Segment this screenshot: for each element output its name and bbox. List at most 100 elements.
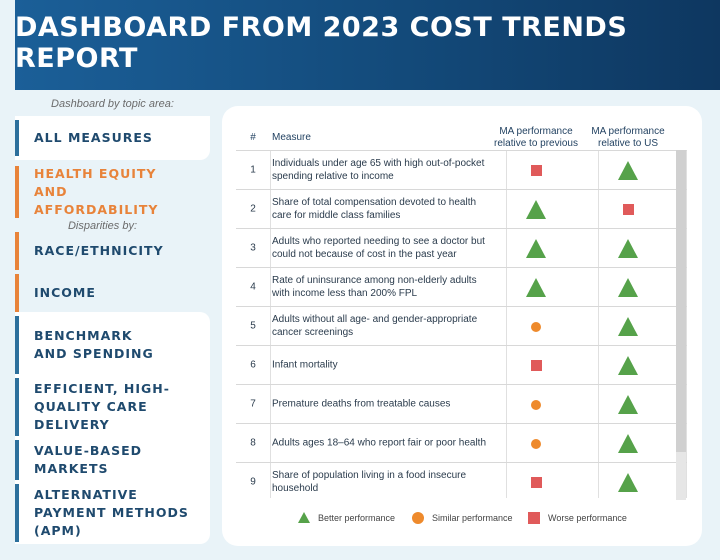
scrollbar-thumb[interactable] — [676, 150, 686, 452]
measure-name: Adults who reported needing to see a doc… — [272, 236, 485, 260]
sidebar-item-race-ethnicity[interactable]: RACE/ETHNICITY — [15, 232, 210, 270]
measure-name: Individuals under age 65 with high out-o… — [272, 158, 485, 182]
perf-vs-previous — [506, 346, 566, 385]
sidebar-item-label: ALL MEASURES — [34, 130, 153, 145]
table-row[interactable]: 5 Adults without all age- and gender-appr… — [236, 306, 687, 345]
sidebar-item-label: HEALTH EQUITY AND AFFORDABILITY — [34, 166, 159, 217]
better-performance-icon — [618, 434, 638, 453]
table-row[interactable]: 2 Share of total compensation devoted to … — [236, 189, 687, 228]
page-header: DASHBOARD FROM 2023 COST TRENDS REPORT — [15, 0, 720, 90]
sidebar-item-label: BENCHMARK AND SPENDING — [34, 328, 154, 361]
legend-item-similar: Similar performance — [412, 512, 513, 524]
sidebar-item-apm[interactable]: ALTERNATIVE PAYMENT METHODS (APM) — [15, 484, 210, 542]
sidebar-item-value-based-markets[interactable]: VALUE-BASED MARKETS — [15, 440, 210, 480]
row-number: 1 — [250, 164, 256, 176]
table-scrollbar[interactable] — [676, 150, 686, 500]
table-row[interactable]: 4 Rate of uninsurance among non-elderly a… — [236, 267, 687, 306]
better-performance-icon — [526, 278, 546, 297]
sidebar-item-benchmark-spending[interactable]: BENCHMARK AND SPENDING — [15, 316, 210, 374]
table-row[interactable]: 7 Premature deaths from treatable causes — [236, 384, 687, 423]
col-header-us-line2: relative to US — [597, 138, 659, 149]
better-performance-icon — [618, 356, 638, 375]
perf-vs-us — [598, 385, 658, 424]
triangle-up-icon — [298, 512, 310, 523]
sidebar-item-all-measures[interactable]: ALL MEASURES — [15, 120, 210, 156]
perf-vs-us — [598, 229, 658, 268]
square-icon — [528, 512, 540, 524]
better-performance-icon — [526, 200, 546, 219]
measure-name: Adults ages 18–64 who report fair or poo… — [272, 437, 487, 449]
measure-name: Infant mortality — [272, 359, 338, 371]
better-performance-icon — [618, 473, 638, 492]
perf-vs-us — [598, 190, 658, 229]
measure-name: Premature deaths from treatable causes — [272, 398, 451, 410]
sidebar-item-efficient-care[interactable]: EFFICIENT, HIGH-QUALITY CARE DELIVERY — [15, 378, 210, 436]
perf-vs-previous — [506, 190, 566, 229]
divider — [270, 150, 271, 498]
perf-vs-us — [598, 151, 658, 190]
table-row[interactable]: 8 Adults ages 18–64 who report fair or po… — [236, 423, 687, 462]
row-number: 6 — [250, 359, 256, 371]
row-number: 8 — [250, 437, 256, 449]
sidebar-item-income[interactable]: INCOME — [15, 274, 210, 312]
sidebar-item-label: EFFICIENT, HIGH-QUALITY CARE DELIVERY — [34, 381, 170, 432]
row-number: 5 — [250, 320, 256, 332]
table-row[interactable]: 6 Infant mortality — [236, 345, 687, 384]
measure-name: Adults without all age- and gender-appro… — [272, 314, 478, 338]
legend-label: Similar performance — [432, 513, 513, 523]
better-performance-icon — [526, 239, 546, 258]
measure-name: Rate of uninsurance among non-elderly ad… — [272, 275, 477, 299]
perf-vs-previous — [506, 151, 566, 190]
worse-performance-icon — [622, 204, 634, 215]
table-header: # Measure MA performance relative to pre… — [222, 120, 702, 154]
perf-vs-us — [598, 307, 658, 346]
legend-label: Worse performance — [548, 513, 627, 523]
table-row[interactable]: 9 Share of population living in a food in… — [236, 462, 687, 498]
row-number: 7 — [250, 398, 256, 410]
similar-performance-icon — [531, 321, 541, 332]
perf-vs-previous — [506, 268, 566, 307]
worse-performance-icon — [530, 165, 542, 176]
col-header-prev-line2: relative to previous — [494, 138, 578, 149]
col-header-measure: Measure — [272, 132, 311, 143]
sidebar-caption: Dashboard by topic area: — [51, 98, 174, 110]
perf-vs-previous — [506, 307, 566, 346]
col-header-us-line1: MA performance — [591, 126, 665, 137]
circle-icon — [412, 512, 424, 524]
sidebar-item-health-equity[interactable]: HEALTH EQUITY AND AFFORDABILITY — [15, 166, 210, 218]
worse-performance-icon — [530, 360, 542, 371]
sidebar-item-label: RACE/ETHNICITY — [34, 243, 164, 258]
similar-performance-icon — [531, 438, 541, 449]
measure-name: Share of population living in a food ins… — [272, 470, 467, 494]
row-number: 2 — [250, 203, 256, 215]
col-header-prev-line1: MA performance — [499, 126, 573, 137]
page-title: DASHBOARD FROM 2023 COST TRENDS REPORT — [15, 12, 628, 74]
legend-label: Better performance — [318, 512, 396, 523]
row-number: 9 — [250, 476, 256, 488]
legend-item-worse: Worse performance — [528, 512, 627, 524]
perf-vs-us — [598, 346, 658, 385]
sidebar-panel — [15, 116, 210, 160]
perf-vs-previous — [506, 463, 566, 498]
divider — [506, 150, 507, 498]
sidebar-item-label: INCOME — [34, 285, 96, 300]
perf-vs-us — [598, 463, 658, 498]
perf-vs-us — [598, 268, 658, 307]
table-row[interactable]: 3 Adults who reported needing to see a do… — [236, 228, 687, 267]
measure-name: Share of total compensation devoted to h… — [272, 197, 477, 221]
sidebar-item-label: VALUE-BASED MARKETS — [34, 443, 143, 476]
better-performance-icon — [618, 317, 638, 336]
topic-sidebar: Dashboard by topic area: ALL MEASURES HE… — [15, 90, 210, 560]
better-performance-icon — [618, 161, 638, 180]
perf-vs-previous — [506, 424, 566, 463]
table-body: 1 Individuals under age 65 with high out-… — [236, 150, 687, 498]
sidebar-item-label: ALTERNATIVE PAYMENT METHODS (APM) — [34, 487, 189, 538]
measures-card: # Measure MA performance relative to pre… — [222, 106, 702, 546]
worse-performance-icon — [530, 477, 542, 488]
legend-item-better: Better performance — [298, 512, 395, 523]
row-number: 4 — [250, 281, 256, 293]
table-row[interactable]: 1 Individuals under age 65 with high out-… — [236, 150, 687, 189]
sidebar-panel — [15, 312, 210, 544]
sidebar-sub-caption: Disparities by: — [67, 220, 138, 232]
row-number: 3 — [250, 242, 256, 254]
